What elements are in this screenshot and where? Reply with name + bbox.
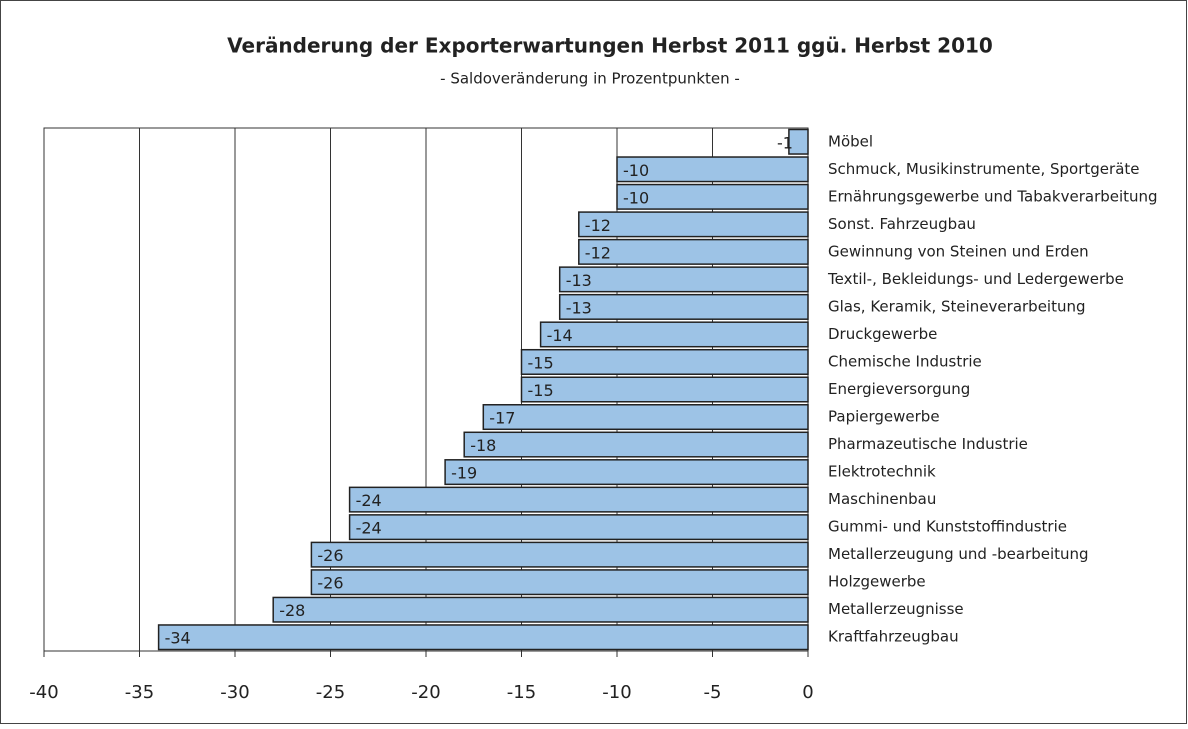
value-label: -18: [470, 436, 496, 455]
bar: [444, 459, 809, 486]
category-label: Metallerzeugnisse: [828, 600, 964, 618]
category-label: Metallerzeugung und -bearbeitung: [828, 545, 1089, 563]
category-label: Druckgewerbe: [828, 325, 937, 343]
bar: [348, 514, 809, 541]
chart-subtitle: - Saldoveränderung in Prozentpunkten -: [440, 70, 740, 88]
category-label: Gummi- und Kunststoffindustrie: [828, 518, 1067, 536]
category-label: Energieversorgung: [828, 380, 970, 398]
category-label: Pharmazeutische Industrie: [828, 435, 1028, 453]
category-label: Glas, Keramik, Steineverarbeitung: [828, 297, 1086, 315]
bar: [558, 293, 809, 320]
bar: [272, 596, 809, 623]
bar: [558, 266, 809, 293]
value-label: -15: [528, 353, 554, 372]
x-tick-label: -25: [316, 682, 345, 703]
value-label: -19: [451, 464, 477, 483]
bar: [463, 431, 809, 458]
category-label: Elektrotechnik: [828, 463, 936, 481]
value-label: -15: [528, 381, 554, 400]
category-label: Möbel: [828, 132, 873, 150]
category-label: Ernährungsgewerbe und Tabakverarbeitung: [828, 187, 1158, 205]
bar: [578, 238, 809, 265]
bar: [310, 541, 809, 568]
x-tick-label: -15: [507, 682, 536, 703]
value-label: -17: [489, 409, 515, 428]
x-tick-label: -30: [220, 682, 249, 703]
category-label: Gewinnung von Steinen und Erden: [828, 242, 1089, 260]
value-label: -26: [317, 574, 343, 593]
x-tick-label: -10: [602, 682, 631, 703]
category-label: Holzgewerbe: [828, 573, 926, 591]
category-label: Papiergewerbe: [828, 408, 940, 426]
chart-title: Veränderung der Exporterwartungen Herbst…: [227, 34, 993, 58]
value-label: -13: [566, 298, 592, 317]
x-tick-label: 0: [802, 682, 813, 703]
bar: [520, 376, 809, 403]
value-label: -13: [566, 271, 592, 290]
bar: [348, 486, 809, 513]
value-label: -1: [777, 133, 793, 152]
bar: [520, 348, 809, 375]
category-label: Kraftfahrzeugbau: [828, 628, 959, 646]
x-tick-label: -20: [411, 682, 440, 703]
category-label: Schmuck, Musikinstrumente, Sportgeräte: [828, 160, 1140, 178]
value-label: -10: [623, 161, 649, 180]
value-label: -24: [356, 519, 382, 538]
value-label: -12: [585, 216, 611, 235]
x-tick-label: -40: [29, 682, 58, 703]
value-label: -34: [165, 629, 191, 648]
value-label: -12: [585, 243, 611, 262]
category-label: Maschinenbau: [828, 490, 936, 508]
x-tick-label: -5: [704, 682, 722, 703]
bar: [539, 321, 809, 348]
bar: [616, 183, 809, 210]
category-label: Sonst. Fahrzeugbau: [828, 215, 976, 233]
x-tick-label: -35: [125, 682, 154, 703]
bar: [616, 156, 809, 183]
category-label: Chemische Industrie: [828, 352, 982, 370]
value-label: -14: [547, 326, 573, 345]
bar: [157, 624, 809, 651]
category-label: Textil-, Bekleidungs- und Ledergewerbe: [827, 270, 1124, 288]
bar: [310, 569, 809, 596]
bar: [578, 211, 809, 238]
bar: [788, 128, 809, 155]
value-label: -10: [623, 188, 649, 207]
value-label: -24: [356, 491, 382, 510]
value-label: -28: [279, 601, 305, 620]
value-label: -26: [317, 546, 343, 565]
bar: [482, 404, 809, 431]
